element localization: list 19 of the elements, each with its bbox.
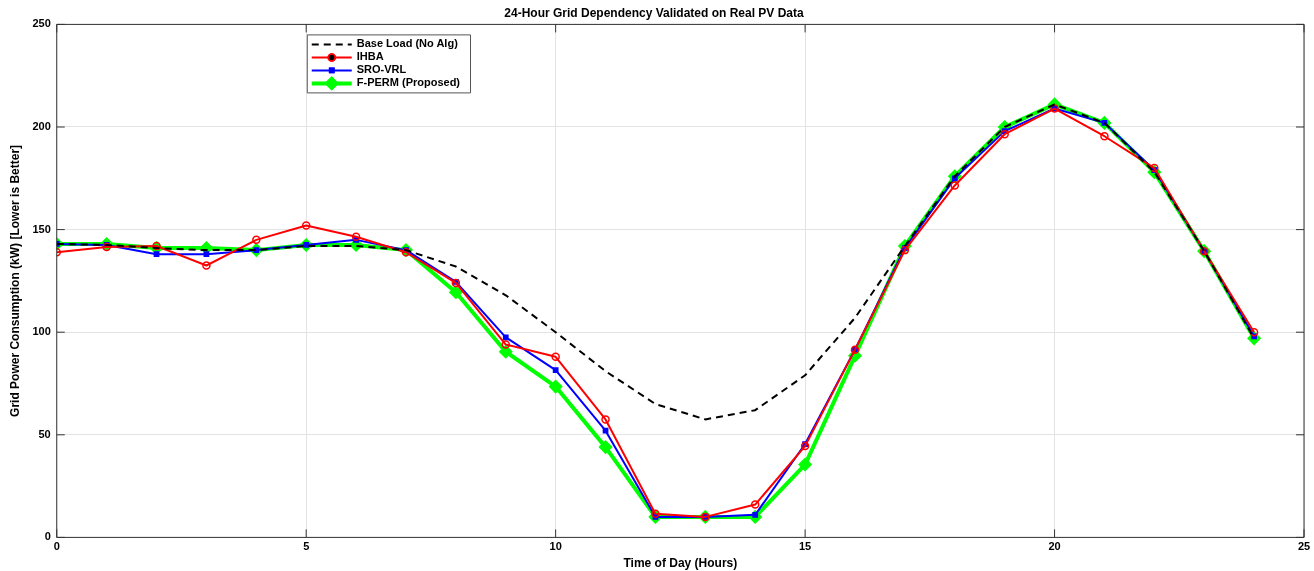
y-tick-label: 0 — [44, 530, 51, 543]
y-tick-label: 200 — [32, 120, 51, 133]
x-tick-label: 5 — [303, 540, 310, 553]
legend-label: IHBA — [356, 50, 384, 63]
chart-title: 24-Hour Grid Dependency Validated on Real PV Data — [504, 5, 805, 20]
x-tick-label: 0 — [53, 540, 60, 553]
y-tick-label: 150 — [32, 222, 51, 235]
y-tick-label: 100 — [32, 325, 51, 338]
y-tick-label: 50 — [38, 427, 51, 440]
x-tick-label: 10 — [549, 540, 562, 553]
x-tick-label: 20 — [1048, 540, 1061, 553]
y-tick-label: 250 — [32, 17, 51, 30]
y-axis-title: Grid Power Consumption (kW) [Lower is Better] — [7, 144, 22, 417]
x-tick-label: 25 — [1297, 540, 1311, 553]
legend-label: F-PERM (Proposed) — [356, 76, 461, 89]
legend-label: SRO-VRL — [356, 63, 407, 76]
x-tick-label: 15 — [798, 540, 812, 553]
legend-label: Base Load (No Alg) — [356, 37, 459, 50]
x-axis-title: Time of Day (Hours) — [623, 556, 738, 571]
